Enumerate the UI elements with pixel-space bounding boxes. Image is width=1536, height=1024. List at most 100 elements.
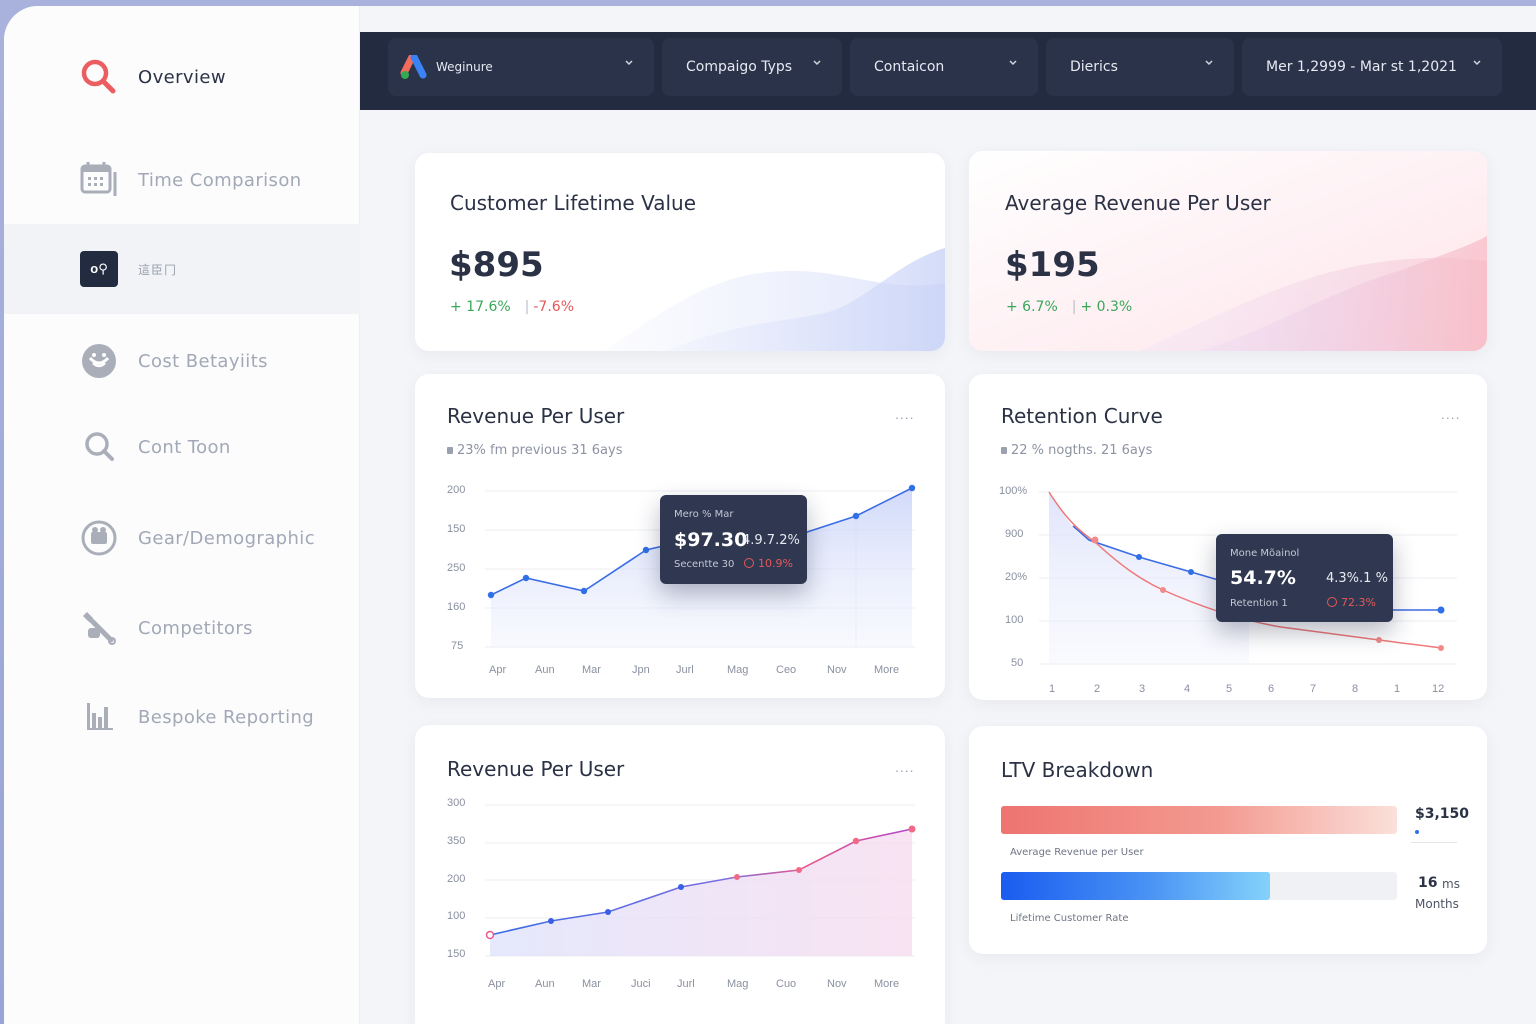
arpu-background-wave bbox=[969, 151, 1487, 351]
arpu-bar bbox=[1001, 806, 1397, 834]
y-tick: 200 bbox=[447, 484, 466, 496]
sidebar-item-time-comparison[interactable]: Time Comparison bbox=[4, 135, 360, 225]
x-tick: Jurl bbox=[676, 664, 694, 676]
x-tick: Nov bbox=[827, 664, 847, 676]
y-tick: 150 bbox=[447, 523, 466, 535]
bar-value: $3,150 bbox=[1415, 806, 1470, 822]
date-range-dropdown[interactable]: Mer 1,2999 - Mar st 1,2021 bbox=[1242, 38, 1502, 96]
card-subtitle: 22 % nogths. 21 6ays bbox=[1001, 443, 1152, 458]
sidebar-item-bespoke-reporting[interactable]: Bespoke Reporting bbox=[4, 672, 360, 762]
bar-unit: ms bbox=[1442, 877, 1460, 891]
tooltip-footer: Secentte 30 bbox=[674, 559, 735, 570]
y-tick: 100 bbox=[447, 910, 466, 922]
x-tick: Mag bbox=[727, 978, 749, 990]
bar-unit-label: Months bbox=[1415, 897, 1459, 911]
card-title: Customer Lifetime Value bbox=[450, 191, 697, 215]
x-tick: 6 bbox=[1268, 683, 1275, 695]
y-tick: 100 bbox=[1005, 614, 1024, 626]
chevron-down-icon bbox=[1473, 60, 1481, 66]
y-tick: 150 bbox=[447, 948, 466, 960]
metrics-dropdown[interactable]: Dierics bbox=[1046, 38, 1234, 96]
search-icon bbox=[78, 426, 120, 468]
calendar-icon bbox=[78, 159, 120, 201]
tooltip-negative-change: 10.9% bbox=[744, 557, 793, 570]
x-tick: Mar bbox=[582, 664, 601, 676]
x-tick: 8 bbox=[1352, 683, 1359, 695]
tooltip-footer: Retention 1 bbox=[1230, 598, 1288, 609]
x-tick: Apr bbox=[489, 664, 507, 676]
lifetime-bar-fill bbox=[1001, 872, 1271, 900]
revenue-line-chart-2 bbox=[485, 804, 916, 957]
sidebar-item-competitors[interactable]: Competitors bbox=[4, 583, 360, 673]
smile-badge-icon bbox=[78, 340, 120, 382]
sidebar-item-gear-demographic[interactable]: Gear/Demographic bbox=[4, 493, 360, 583]
account-dropdown[interactable]: Weginure bbox=[388, 38, 654, 96]
x-tick: 3 bbox=[1139, 683, 1146, 695]
sidebar-item-keys[interactable]: o⚲ 這臣冂 bbox=[4, 224, 360, 314]
wrench-icon bbox=[78, 607, 120, 649]
more-options-button[interactable]: .... bbox=[895, 759, 915, 775]
x-tick: Mag bbox=[727, 664, 749, 676]
arpu-bar-fill bbox=[1001, 806, 1397, 834]
x-tick: 1 bbox=[1049, 683, 1056, 695]
x-tick: Mar bbox=[582, 978, 601, 990]
more-options-button[interactable]: .... bbox=[1441, 406, 1461, 422]
clv-card: Customer Lifetime Value $895 + 17.6% | -7.… bbox=[415, 153, 945, 351]
x-tick: Juci bbox=[631, 978, 651, 990]
sidebar-item-overview[interactable]: Overview bbox=[4, 32, 360, 122]
x-tick: Apr bbox=[488, 978, 506, 990]
kpi-value: $195 bbox=[1005, 245, 1100, 285]
chevron-down-icon bbox=[1205, 60, 1213, 66]
y-tick: 900 bbox=[1005, 528, 1024, 540]
x-tick: More bbox=[874, 978, 900, 990]
arpu-card: Average Revenue Per User $195 + 6.7% | + 0… bbox=[969, 151, 1487, 351]
x-tick: Aun bbox=[535, 664, 555, 676]
x-tick: 5 bbox=[1226, 683, 1233, 695]
y-tick: 350 bbox=[447, 835, 466, 847]
revenue-per-user-card-2: Revenue Per User .... 300 350 200 100 15… bbox=[415, 725, 945, 1024]
card-title: Revenue Per User bbox=[447, 757, 625, 781]
x-tick: 1 bbox=[1394, 683, 1401, 695]
y-tick: 250 bbox=[447, 562, 466, 574]
y-tick: 75 bbox=[451, 640, 464, 652]
app-window: Overview Time Comparison o⚲ 這臣冂 Cost Bet… bbox=[4, 6, 1536, 1024]
x-tick: Aun bbox=[535, 978, 555, 990]
tooltip-header: Mero % Mar bbox=[674, 509, 734, 520]
sidebar-item-label: Overview bbox=[138, 66, 226, 88]
kpi-deltas: + 6.7% | + 0.3% bbox=[1006, 299, 1133, 315]
sidebar-item-label: Competitors bbox=[138, 617, 253, 639]
x-tick: Nov bbox=[827, 978, 847, 990]
tooltip-negative-change: 72.3% bbox=[1327, 596, 1376, 609]
metrics-label: Dierics bbox=[1070, 59, 1118, 75]
tooltip-value: 54.7% bbox=[1230, 567, 1296, 589]
y-tick: 50 bbox=[1011, 657, 1024, 669]
x-tick: 4 bbox=[1184, 683, 1191, 695]
bar-caption: Average Revenue per User bbox=[1010, 847, 1144, 858]
sidebar-item-cont-toon[interactable]: Cont Toon bbox=[4, 402, 360, 492]
card-title: Retention Curve bbox=[1001, 404, 1163, 428]
key-icon: o⚲ bbox=[78, 248, 120, 290]
bar-value: 16 bbox=[1418, 875, 1438, 891]
y-tick: 200 bbox=[447, 873, 466, 885]
x-tick: Jpn bbox=[632, 664, 650, 676]
x-tick: 2 bbox=[1094, 683, 1101, 695]
sidebar-item-cost-benefits[interactable]: Cost Betayiits bbox=[4, 316, 360, 406]
y-tick: 300 bbox=[447, 797, 466, 809]
card-title: Average Revenue Per User bbox=[1005, 191, 1271, 215]
lifetime-bar bbox=[1001, 872, 1397, 900]
sidebar-item-label: 這臣冂 bbox=[138, 262, 178, 277]
x-tick: Ceo bbox=[776, 664, 797, 676]
chevron-down-icon bbox=[625, 60, 633, 66]
delta-positive: + 6.7% bbox=[1006, 299, 1058, 315]
chevron-down-icon bbox=[1009, 60, 1017, 66]
bar-chart-icon bbox=[78, 696, 120, 738]
campaign-type-dropdown[interactable]: Compaigo Typs bbox=[662, 38, 842, 96]
tooltip-change: 4.9.7.2% bbox=[742, 533, 800, 548]
campaign-label: Contaicon bbox=[874, 59, 945, 75]
card-title: Revenue Per User bbox=[447, 404, 625, 428]
campaign-dropdown[interactable]: Contaicon bbox=[850, 38, 1038, 96]
tooltip-header: Mone Mõainol bbox=[1230, 548, 1300, 559]
search-icon bbox=[78, 56, 120, 98]
bar-caption: Lifetime Customer Rate bbox=[1010, 913, 1129, 924]
more-options-button[interactable]: .... bbox=[895, 406, 915, 422]
